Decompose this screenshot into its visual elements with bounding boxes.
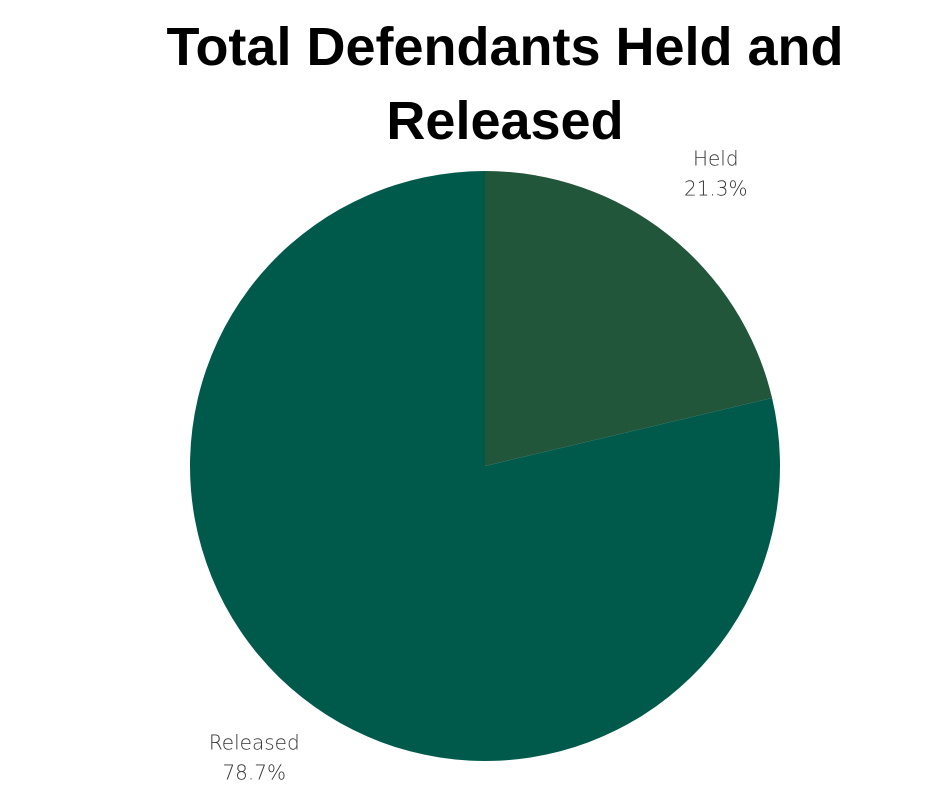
slice-value-label: 21.3% — [684, 177, 748, 201]
slice-value-label: 78.7% — [222, 760, 286, 784]
chart-title: Total Defendants Held and Released — [166, 17, 844, 151]
slice-label: Held — [693, 147, 739, 171]
slice-label: Released — [209, 730, 300, 754]
pie-slice — [485, 171, 773, 466]
pie-slice — [190, 171, 781, 762]
